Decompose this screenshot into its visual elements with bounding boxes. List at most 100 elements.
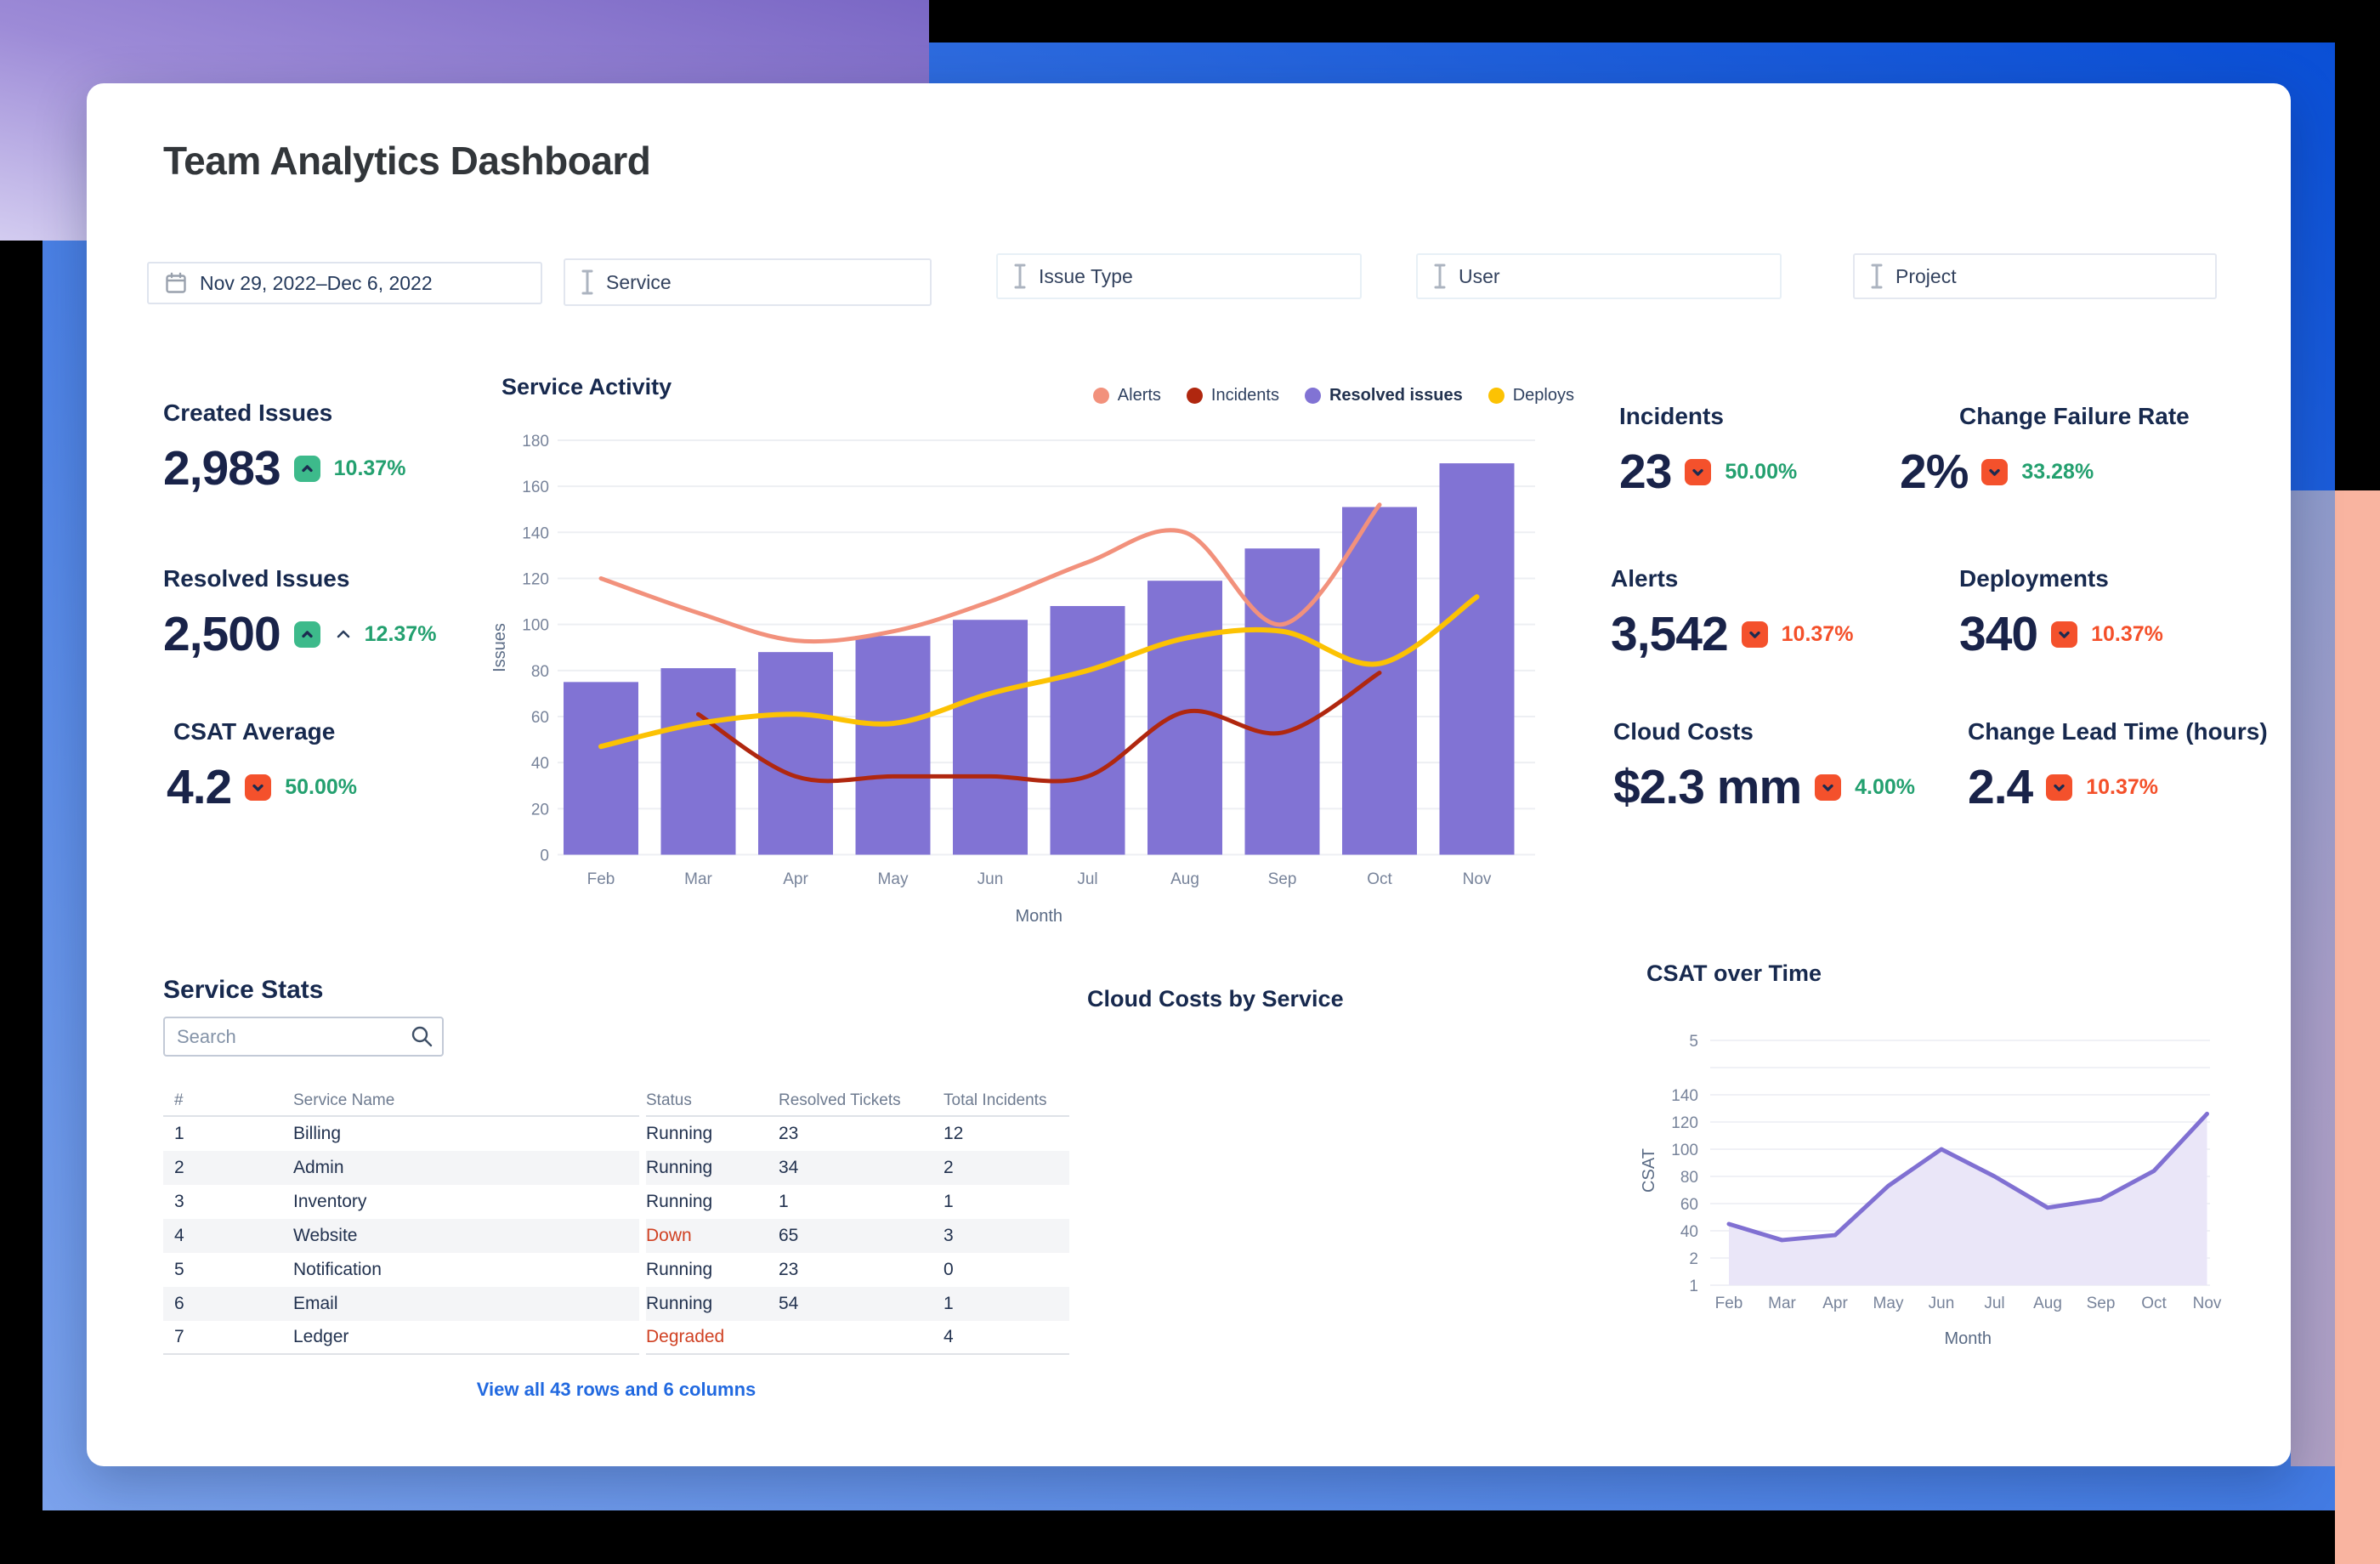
search-input[interactable] bbox=[163, 1017, 444, 1057]
legend-item-deploys[interactable]: Deploys bbox=[1488, 386, 1574, 405]
table-row: 7 Ledger Degraded 4 bbox=[163, 1321, 1069, 1355]
svg-text:80: 80 bbox=[1680, 1169, 1698, 1187]
kpi-delta: 10.37% bbox=[2086, 774, 2159, 799]
kpi-alerts: Alerts 3,542 10.37% bbox=[1611, 565, 1853, 662]
trend-badge-icon bbox=[2046, 774, 2073, 801]
svg-text:100: 100 bbox=[522, 617, 549, 635]
table-cell: 1 bbox=[944, 1192, 954, 1211]
kpi-label: Cloud Costs bbox=[1613, 718, 1754, 745]
filter-label: User bbox=[1459, 264, 1500, 287]
trend-badge-icon bbox=[2051, 620, 2078, 648]
dashboard-card: Team Analytics Dashboard Nov 29, 2022–De… bbox=[87, 83, 2291, 1466]
svg-text:160: 160 bbox=[522, 479, 549, 496]
caret-up-icon bbox=[336, 629, 351, 639]
table-cell: 0 bbox=[944, 1260, 954, 1279]
table-cell: 1 bbox=[944, 1294, 954, 1313]
table-cell: 6 bbox=[174, 1294, 184, 1313]
column-header[interactable]: Total Incidents bbox=[944, 1091, 1047, 1109]
legend-dot bbox=[1092, 388, 1109, 404]
svg-text:Aug: Aug bbox=[2033, 1295, 2062, 1312]
table-row: 2 Admin Running 34 2 bbox=[163, 1151, 1069, 1185]
kpi-incidents: Incidents 23 50.00% bbox=[1619, 403, 1797, 500]
search-icon[interactable] bbox=[411, 1025, 434, 1048]
table-cell: 1 bbox=[779, 1192, 789, 1211]
table-cell: Admin bbox=[293, 1158, 344, 1177]
kpi-created-issues: Created Issues 2,983 10.37% bbox=[163, 400, 405, 496]
svg-text:Month: Month bbox=[1015, 907, 1062, 926]
svg-text:40: 40 bbox=[531, 755, 549, 773]
table-cell: 12 bbox=[944, 1124, 964, 1143]
kpi-label: Change Lead Time (hours) bbox=[1968, 718, 2268, 745]
svg-text:Jun: Jun bbox=[978, 870, 1004, 888]
search-box bbox=[163, 1017, 444, 1057]
table-cell: 23 bbox=[779, 1260, 799, 1279]
kpi-csat-average: CSAT Average 4.2 50.00% bbox=[167, 718, 357, 815]
trend-badge-icon bbox=[1741, 620, 1768, 648]
filter-user[interactable]: User bbox=[1416, 253, 1782, 299]
table-row: 1 Billing Running 23 12 bbox=[163, 1117, 1069, 1151]
kpi-value: $2.3 mm bbox=[1613, 760, 1802, 814]
table-cell: 2 bbox=[944, 1158, 954, 1177]
date-range-filter[interactable]: Nov 29, 2022–Dec 6, 2022 bbox=[147, 262, 542, 304]
svg-text:2: 2 bbox=[1689, 1250, 1698, 1268]
bg-mauve-strip bbox=[2291, 490, 2335, 1466]
svg-text:Feb: Feb bbox=[587, 870, 615, 888]
svg-text:140: 140 bbox=[522, 524, 549, 542]
date-range-label: Nov 29, 2022–Dec 6, 2022 bbox=[200, 271, 433, 294]
legend-item-incidents[interactable]: Incidents bbox=[1186, 386, 1279, 405]
svg-text:180: 180 bbox=[522, 433, 549, 450]
table-cell: Down bbox=[646, 1226, 692, 1245]
column-header[interactable]: Status bbox=[646, 1091, 692, 1109]
filter-issue-type[interactable]: Issue Type bbox=[996, 253, 1362, 299]
kpi-change-failure-rate: Change Failure Rate 2% 33.28% bbox=[1900, 403, 2190, 500]
svg-text:60: 60 bbox=[531, 709, 549, 727]
svg-text:120: 120 bbox=[522, 570, 549, 588]
legend-dot bbox=[1186, 388, 1203, 404]
svg-text:Nov: Nov bbox=[2193, 1295, 2222, 1312]
filter-project[interactable]: Project bbox=[1853, 253, 2217, 299]
kpi-label: Change Failure Rate bbox=[1959, 403, 2190, 429]
column-header[interactable]: Service Name bbox=[293, 1091, 395, 1109]
legend-item-alerts[interactable]: Alerts bbox=[1092, 386, 1161, 405]
trend-badge-icon bbox=[293, 620, 320, 648]
table-cell: Inventory bbox=[293, 1192, 367, 1211]
column-header[interactable]: Resolved Tickets bbox=[779, 1091, 901, 1109]
table-cell: 7 bbox=[174, 1327, 184, 1346]
svg-text:Issues: Issues bbox=[490, 623, 509, 672]
svg-text:Feb: Feb bbox=[1715, 1295, 1743, 1312]
kpi-value: 2% bbox=[1900, 445, 1969, 499]
svg-text:60: 60 bbox=[1680, 1196, 1698, 1214]
svg-text:100: 100 bbox=[1671, 1142, 1698, 1159]
trend-badge-icon bbox=[293, 455, 320, 482]
table-row: 4 Website Down 65 3 bbox=[163, 1219, 1069, 1253]
svg-text:May: May bbox=[1873, 1295, 1904, 1312]
table-row: 6 Email Running 54 1 bbox=[163, 1287, 1069, 1321]
kpi-change-lead-time: Change Lead Time (hours) 2.4 10.37% bbox=[1968, 718, 2268, 815]
trend-badge-icon bbox=[1685, 458, 1712, 485]
table-cell: Degraded bbox=[646, 1327, 725, 1346]
legend-dot bbox=[1304, 388, 1321, 404]
table-cell: Email bbox=[293, 1294, 338, 1313]
table-cell: 1 bbox=[174, 1124, 184, 1143]
table-cell: 5 bbox=[174, 1260, 184, 1279]
filter-service[interactable]: Service bbox=[564, 258, 932, 306]
chart-title-service-activity: Service Activity bbox=[502, 374, 672, 400]
kpi-value: 340 bbox=[1959, 607, 2038, 661]
svg-text:Mar: Mar bbox=[684, 870, 712, 888]
legend-item-resolved-issues[interactable]: Resolved issues bbox=[1304, 386, 1463, 405]
table-cell: Ledger bbox=[293, 1327, 349, 1346]
kpi-delta: 12.37% bbox=[364, 621, 437, 646]
table-cell: 2 bbox=[174, 1158, 184, 1177]
svg-text:80: 80 bbox=[531, 663, 549, 681]
view-all-link[interactable]: View all 43 rows and 6 columns bbox=[476, 1379, 756, 1400]
kpi-value: 2,983 bbox=[163, 441, 281, 496]
svg-text:Apr: Apr bbox=[783, 870, 808, 888]
table-cell: Billing bbox=[293, 1124, 342, 1143]
svg-text:140: 140 bbox=[1671, 1087, 1698, 1105]
svg-text:Mar: Mar bbox=[1768, 1295, 1796, 1312]
kpi-delta: 4.00% bbox=[1855, 774, 1916, 799]
kpi-label: Alerts bbox=[1611, 565, 1679, 592]
svg-text:Month: Month bbox=[1944, 1329, 1992, 1348]
kpi-delta: 10.37% bbox=[1781, 621, 1854, 646]
column-header[interactable]: # bbox=[174, 1091, 184, 1109]
